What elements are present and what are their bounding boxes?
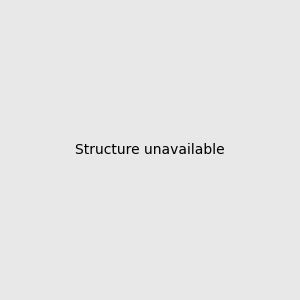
Text: Structure unavailable: Structure unavailable	[75, 143, 225, 157]
